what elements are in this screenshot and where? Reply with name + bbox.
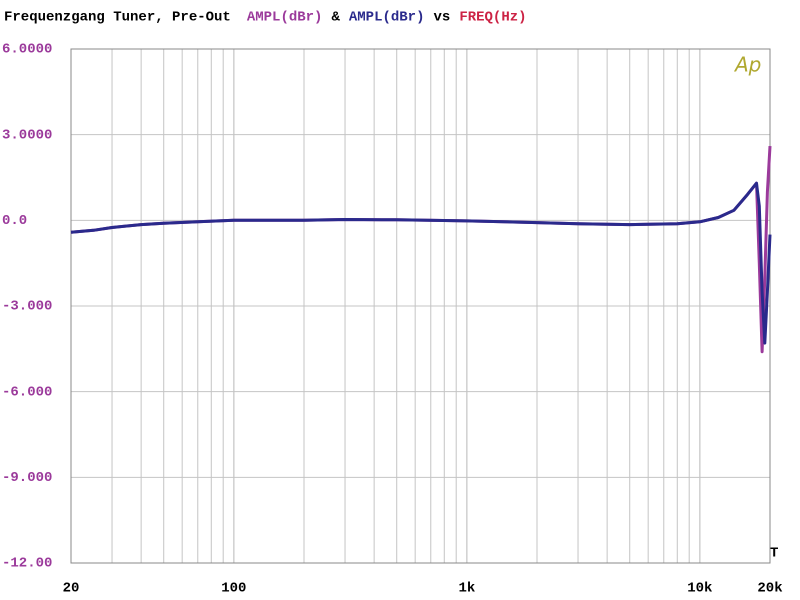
legend-entry: AMPL(dBr) [349, 10, 425, 26]
title-text: vs [434, 10, 451, 26]
x-tick-label: 20 [63, 581, 80, 597]
y-tick-label: 6.0000 [2, 42, 52, 58]
marker-label: T [770, 546, 778, 562]
x-tick-label: 100 [221, 581, 246, 597]
x-tick-label: 10k [687, 581, 712, 597]
legend-entry: AMPL(dBr) [247, 10, 323, 26]
x-tick-label: 1k [458, 581, 475, 597]
x-tick-label: 20k [757, 581, 782, 597]
series-line [70, 181, 772, 345]
y-tick-label: -6.000 [2, 384, 52, 400]
y-tick-label: -12.00 [2, 556, 52, 572]
logo: Ap [733, 53, 761, 77]
plot-frame [70, 48, 771, 564]
y-tick-label: -3.000 [2, 299, 52, 315]
y-tick-label: 0.0 [2, 213, 27, 229]
x-axis-label: FREQ(Hz) [459, 10, 526, 26]
chart-title: Frequenzgang Tuner, Pre-Out [4, 10, 231, 26]
y-tick-label: -9.000 [2, 470, 52, 486]
title-row: Frequenzgang Tuner, Pre-Out [4, 10, 231, 26]
y-tick-label: 3.0000 [2, 127, 52, 143]
title-text: & [331, 10, 340, 26]
